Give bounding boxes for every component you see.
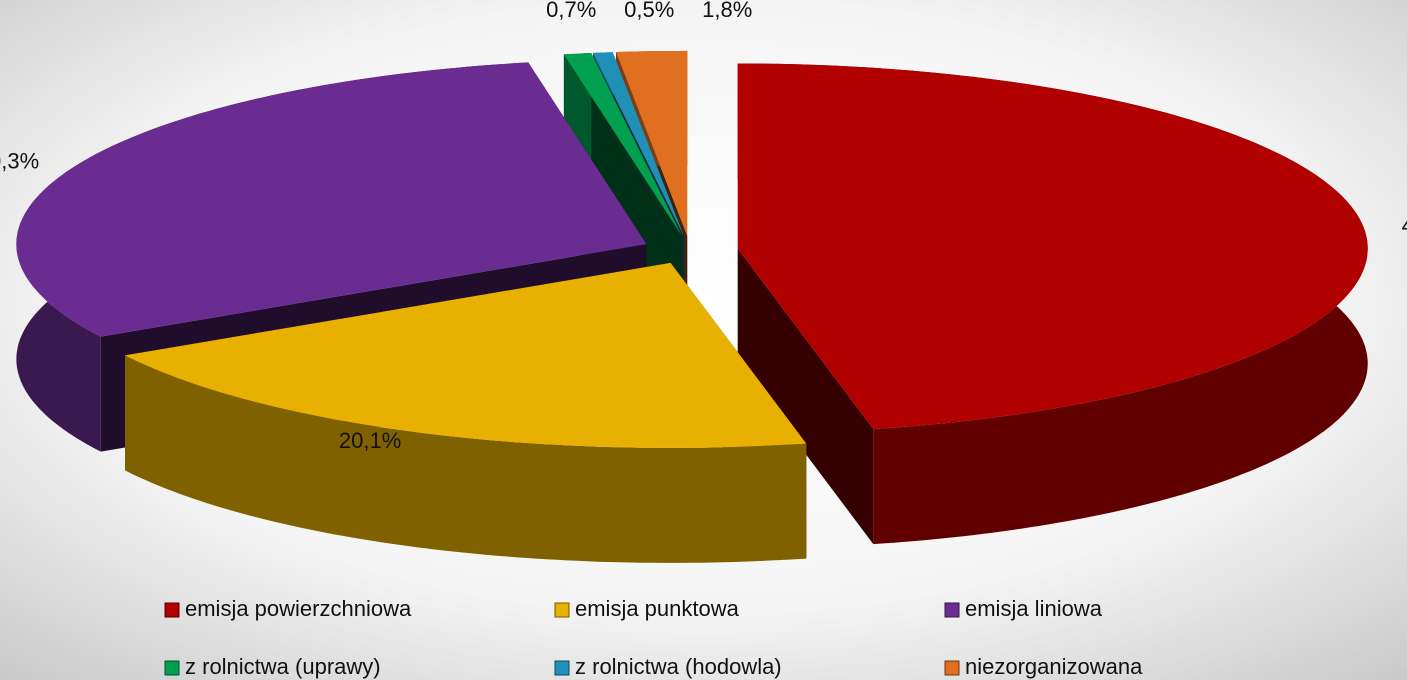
slice-side <box>737 248 874 545</box>
legend-swatch <box>944 660 960 676</box>
slice-wall <box>125 355 807 563</box>
legend-swatch <box>554 602 570 618</box>
slice-top <box>616 50 688 236</box>
legend-label: z rolnictwa (uprawy) <box>185 654 381 679</box>
legend-swatch <box>944 602 960 618</box>
legend-swatch <box>164 602 180 618</box>
legend-label: z rolnictwa (hodowla) <box>575 654 782 679</box>
pie-slice <box>125 262 807 563</box>
legend-label: niezorganizowana <box>965 654 1143 679</box>
slice-top <box>125 262 807 448</box>
slice-top <box>737 63 1368 430</box>
legend-label: emisja liniowa <box>965 596 1103 621</box>
slice-top <box>563 53 682 237</box>
data-label: 46,5% <box>1402 213 1407 238</box>
pie-slice <box>737 63 1368 545</box>
data-label: 0,7% <box>546 0 596 22</box>
legend-swatch <box>554 660 570 676</box>
legend-label: emisja powierzchniowa <box>185 596 412 621</box>
data-label: 30,3% <box>0 148 39 173</box>
legend-label: emisja punktowa <box>575 596 740 621</box>
slice-top <box>16 62 647 337</box>
data-label: 20,1% <box>339 428 401 453</box>
data-label: 1,8% <box>702 0 752 22</box>
slice-top <box>593 52 684 237</box>
legend-swatch <box>164 660 180 676</box>
data-label: 0,5% <box>624 0 674 22</box>
